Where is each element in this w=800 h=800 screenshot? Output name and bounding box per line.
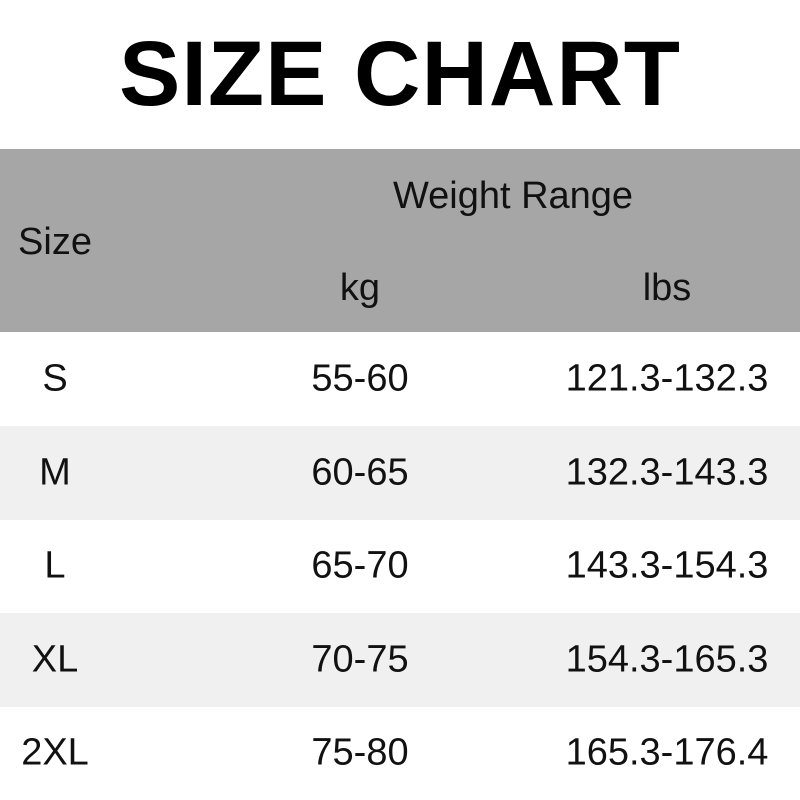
cell-lbs: 132.3-143.3 (565, 451, 769, 494)
table-row: M 60-65 132.3-143.3 (0, 425, 800, 520)
cell-kg: 55-60 (311, 357, 409, 400)
cell-size: M (39, 451, 71, 494)
header-weight-range: Weight Range (392, 175, 634, 217)
cell-kg: 60-65 (311, 451, 409, 494)
table-row: 2XL 75-80 165.3-176.4 (0, 706, 800, 800)
cell-lbs: 143.3-154.3 (565, 544, 769, 587)
cell-kg: 75-80 (311, 731, 409, 774)
cell-size: S (42, 357, 68, 400)
cell-kg: 65-70 (311, 544, 409, 587)
table-row: L 65-70 143.3-154.3 (0, 519, 800, 613)
table-row: S 55-60 121.3-132.3 (0, 332, 800, 426)
table-row: XL 70-75 154.3-165.3 (0, 612, 800, 707)
header-size: Size (18, 221, 92, 263)
header-kg: kg (339, 267, 381, 309)
table-header: Size Weight Range kg lbs (0, 149, 800, 332)
cell-size: XL (31, 638, 79, 681)
cell-size: 2XL (21, 731, 89, 774)
cell-lbs: 154.3-165.3 (565, 638, 769, 681)
cell-kg: 70-75 (311, 638, 409, 681)
cell-lbs: 121.3-132.3 (565, 357, 769, 400)
header-lbs: lbs (642, 267, 692, 309)
cell-lbs: 165.3-176.4 (565, 731, 769, 774)
cell-size: L (44, 544, 66, 587)
page-title: SIZE CHART (119, 23, 681, 125)
